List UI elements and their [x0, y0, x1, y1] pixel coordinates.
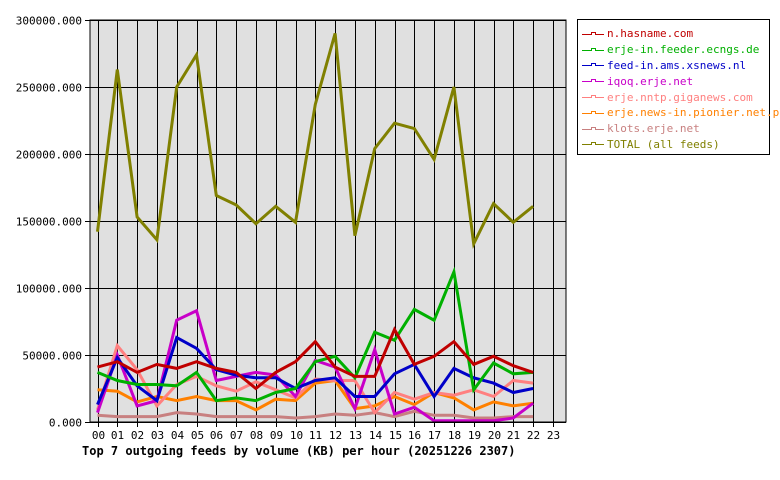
x-tick-label: 17	[428, 429, 441, 442]
x-tick-label: 04	[171, 429, 185, 442]
line-marker-icon	[582, 92, 604, 102]
x-tick-label: 23	[547, 429, 560, 442]
x-tick-label: 07	[230, 429, 243, 442]
x-tick-label: 16	[408, 429, 421, 442]
x-tick-label: 13	[349, 429, 362, 442]
plot-frame	[89, 19, 567, 423]
legend-item-total: TOTAL (all feeds)	[582, 137, 769, 153]
legend-item-klots: klots.erje.net	[582, 121, 769, 137]
legend-label: n.hasname.com	[607, 27, 694, 41]
x-tick-label: 18	[448, 429, 461, 442]
series-line	[96, 335, 534, 406]
x-tick-label: 21	[507, 429, 520, 442]
legend-label: feed-in.ams.xsnews.nl	[607, 58, 747, 72]
series-line	[97, 409, 534, 420]
chart-caption: Top 7 outgoing feeds by volume (KB) per …	[82, 444, 516, 458]
series-line	[96, 32, 535, 249]
legend-label: erje.nntp.giganews.com	[607, 90, 753, 104]
line-marker-icon	[582, 108, 604, 118]
line-marker-icon	[582, 45, 604, 55]
legend-label: TOTAL (all feeds)	[607, 137, 720, 151]
series-line	[97, 378, 534, 412]
x-tick-label: 19	[468, 429, 481, 442]
legend-item-feed-in-ams: feed-in.ams.xsnews.nl	[582, 58, 769, 74]
x-tick-label: 20	[488, 429, 501, 442]
legend-item-erje-in-feeder: erje-in.feeder.ecngs.de	[582, 42, 769, 58]
legend-label: erje.news-in.pionier.net.pl	[607, 106, 780, 120]
x-tick-label: 09	[270, 429, 283, 442]
y-tick-label: 100000.000	[16, 283, 82, 296]
y-tick-label: 50000.000	[22, 350, 82, 363]
x-tick-label: 03	[151, 429, 164, 442]
y-tick-label: 300000.000	[16, 15, 82, 28]
series-line	[96, 266, 534, 403]
legend-item-giganews: erje.nntp.giganews.com	[582, 89, 769, 105]
data-series	[96, 32, 535, 423]
line-marker-icon	[582, 29, 604, 39]
legend-item-pionier: erje.news-in.pionier.net.pl	[582, 105, 780, 121]
line-marker-icon	[582, 124, 604, 134]
y-tick-label: 200000.000	[16, 149, 82, 162]
legend-item-n-hasname: n.hasname.com	[582, 26, 769, 42]
legend-label: erje-in.feeder.ecngs.de	[607, 43, 760, 57]
x-tick-label: 14	[369, 429, 383, 442]
x-axis: 00 01 02 03 04 05 06 07 08 09 10 11 12 13 14 15 16 17 18 19…	[92, 422, 560, 442]
x-tick-label: 00	[92, 429, 105, 442]
x-tick-label: 06	[210, 429, 223, 442]
y-tick-label: 150000.000	[16, 216, 82, 229]
legend-item-iqoq: iqoq.erje.net	[582, 73, 769, 89]
y-tick-label: 0.000	[49, 417, 82, 430]
chart-legend: n.hasname.com erje-in.feeder.ecngs.de fe…	[577, 19, 780, 155]
line-marker-icon	[582, 139, 604, 149]
line-marker-icon	[582, 60, 604, 70]
y-tick-label: 250000.000	[16, 82, 82, 95]
x-tick-label: 22	[527, 429, 540, 442]
x-tick-label: 12	[329, 429, 342, 442]
legend-label: iqoq.erje.net	[607, 74, 694, 88]
series-line	[97, 326, 534, 391]
line-marker-icon	[582, 76, 604, 86]
x-tick-label: 08	[250, 429, 263, 442]
x-tick-label: 05	[191, 429, 204, 442]
x-tick-label: 11	[309, 429, 322, 442]
x-tick-label: 02	[131, 429, 144, 442]
x-tick-label: 01	[111, 429, 124, 442]
legend-label: klots.erje.net	[607, 122, 700, 136]
x-tick-label: 10	[290, 429, 303, 442]
y-axis: 0.000 50000.000 100000.000 150000.000 200000…	[16, 15, 90, 430]
x-tick-label: 15	[389, 429, 402, 442]
